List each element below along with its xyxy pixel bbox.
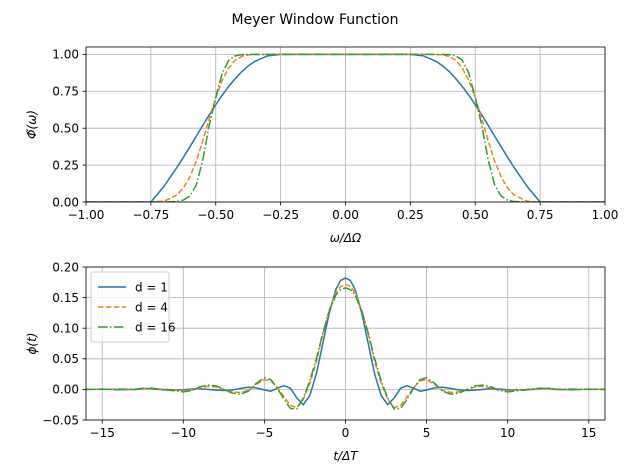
- x-tick-label: 0.00: [332, 208, 359, 222]
- x-tick-label: 0.75: [527, 208, 554, 222]
- figure-title: Meyer Window Function: [232, 12, 399, 28]
- x-tick-label: −0.50: [197, 208, 234, 222]
- y-axis-label: Φ̃(ω): [25, 110, 39, 139]
- legend-label: d = 1: [135, 280, 168, 294]
- x-tick-label: 0: [342, 426, 350, 440]
- x-tick-label: −0.25: [262, 208, 299, 222]
- chart-panel-top: −1.00 −0.75 −0.50 −0.25 0.00 0.25 0.50 0.75 1.00…: [25, 46, 619, 245]
- x-axis-label: ω/ΔΩ: [330, 231, 362, 245]
- legend-label: d = 16: [135, 320, 176, 334]
- x-tick-label: 0.25: [397, 208, 424, 222]
- y-tick-label: 0.00: [52, 383, 79, 397]
- legend-label: d = 4: [135, 300, 168, 314]
- x-axis-label: t/ΔT: [333, 449, 359, 463]
- legend: d = 1 d = 4 d = 16: [90, 271, 176, 343]
- x-tick-label: −5: [256, 426, 274, 440]
- x-tick-label: −10: [171, 426, 196, 440]
- series-line-3: [86, 53, 605, 202]
- chart-panel-bottom: −15 −10 −5 0 5 10 15 −0.05 0.00 0.05 0.10 0.15 0.20 t…: [25, 260, 606, 463]
- y-tick-label: 0.00: [52, 195, 79, 209]
- x-tick-label: 15: [581, 426, 596, 440]
- legend-frame: [90, 271, 170, 343]
- series-line-2: [86, 53, 605, 202]
- y-tick-label: 0.20: [52, 260, 79, 274]
- y-tick-label: −0.05: [42, 413, 79, 427]
- y-tick-label: 0.25: [52, 158, 79, 172]
- x-tick-label: 5: [423, 426, 431, 440]
- series-line-1: [86, 277, 605, 406]
- x-tick-label: 1.00: [592, 208, 619, 222]
- x-tick-label: −1.00: [68, 208, 105, 222]
- y-tick-label: 0.50: [52, 121, 79, 135]
- x-tick-label: −0.75: [132, 208, 169, 222]
- series-line-3: [86, 287, 605, 410]
- y-axis-label: ϕ(t): [25, 333, 39, 355]
- y-tick-label: 0.05: [52, 352, 79, 366]
- x-tick-label: 0.50: [462, 208, 489, 222]
- series-line-2: [86, 283, 605, 409]
- y-tick-label: 1.00: [52, 48, 79, 62]
- y-tick-label: 0.75: [52, 85, 79, 99]
- x-tick-label: −15: [90, 426, 115, 440]
- y-tick-label: 0.15: [52, 291, 79, 305]
- y-tick-label: 0.10: [52, 322, 79, 336]
- x-tick-label: 10: [500, 426, 515, 440]
